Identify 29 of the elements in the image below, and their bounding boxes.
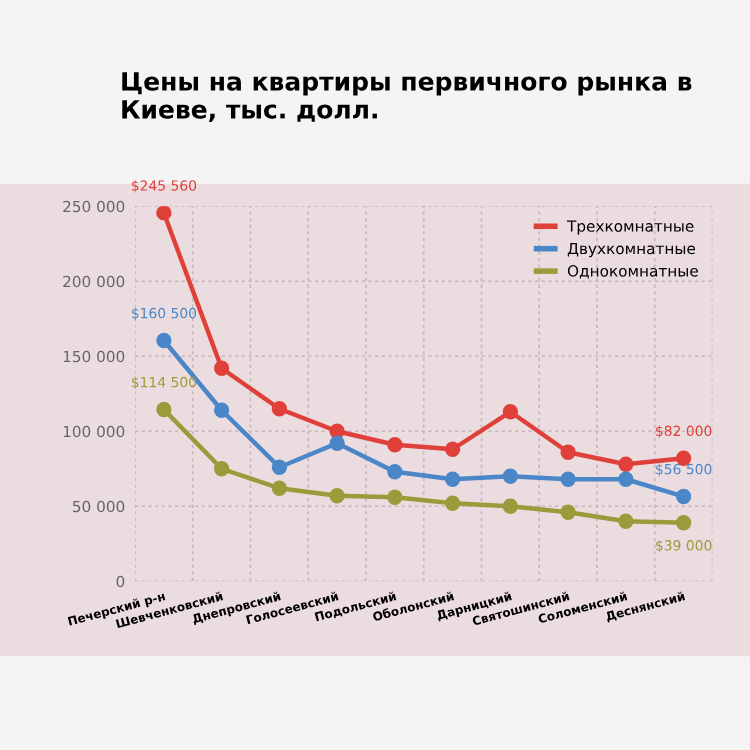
point — [271, 459, 288, 475]
point — [502, 468, 519, 484]
point — [213, 461, 230, 477]
point — [618, 456, 634, 472]
point — [502, 404, 519, 420]
point — [387, 437, 403, 453]
point — [675, 515, 692, 531]
point — [329, 488, 345, 504]
point — [618, 471, 634, 487]
point — [156, 332, 172, 349]
point — [156, 401, 172, 418]
point — [213, 402, 230, 418]
chart-title: Цены на квартиры первичного рынка в Киеве, тыс. долл. — [122, 72, 692, 122]
point — [387, 489, 403, 505]
point — [502, 498, 519, 514]
point — [329, 435, 345, 451]
point — [271, 401, 288, 417]
point — [156, 206, 172, 221]
point — [618, 513, 634, 529]
point — [387, 464, 403, 480]
point — [560, 444, 576, 460]
point — [444, 495, 461, 511]
point — [560, 504, 576, 520]
point — [675, 488, 692, 505]
point — [444, 471, 461, 487]
point — [271, 480, 288, 496]
point — [213, 360, 230, 376]
point — [560, 471, 576, 487]
point — [444, 441, 461, 457]
